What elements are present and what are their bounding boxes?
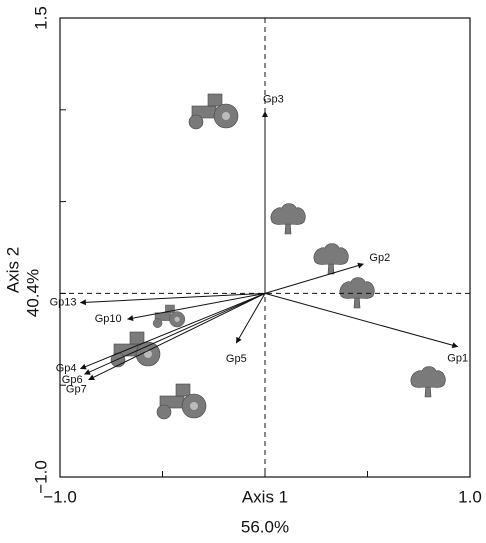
loading-arrow [264, 262, 364, 294]
arrow-label: Gp6 [62, 374, 83, 386]
arrow-label: Gp7 [66, 384, 87, 396]
tree-icon [339, 277, 375, 309]
loading-arrow [88, 292, 266, 381]
tractor-icon [156, 383, 207, 420]
loading-arrow [264, 292, 459, 349]
loading-arrow [79, 292, 266, 370]
loading-arrow [79, 292, 266, 306]
x-axis-sublabel: 56.0% [241, 517, 289, 536]
arrow-label: Gp10 [95, 313, 122, 325]
arrow-label: Gp5 [226, 353, 247, 365]
arrow-label: Gp4 [56, 363, 77, 375]
x-axis-label: Axis 1 [242, 487, 288, 506]
y-axis-sublabel: 40.4% [23, 269, 42, 317]
y-axis-label: Axis 2 [3, 247, 22, 293]
tree-icon [270, 203, 306, 235]
y-tick-label: −1.0 [31, 460, 50, 494]
tree-icon [410, 366, 446, 398]
arrow-label: Gp1 [447, 353, 468, 365]
sample-icons [110, 93, 446, 420]
arrow-label: Gp3 [263, 94, 284, 106]
loading-arrow [84, 292, 266, 375]
tractor-icon [110, 331, 161, 368]
loading-arrow [235, 293, 266, 344]
x-tick-label: 1.0 [458, 487, 482, 506]
loading-arrow [127, 292, 266, 322]
tractor-icon [152, 304, 186, 329]
x-tick-label: −1.0 [43, 487, 77, 506]
tractor-icon [188, 93, 239, 130]
arrow-label: Gp2 [369, 252, 390, 264]
y-tick-label: 1.5 [31, 6, 50, 30]
tree-icon [313, 243, 349, 275]
arrow-label: Gp13 [50, 296, 77, 308]
